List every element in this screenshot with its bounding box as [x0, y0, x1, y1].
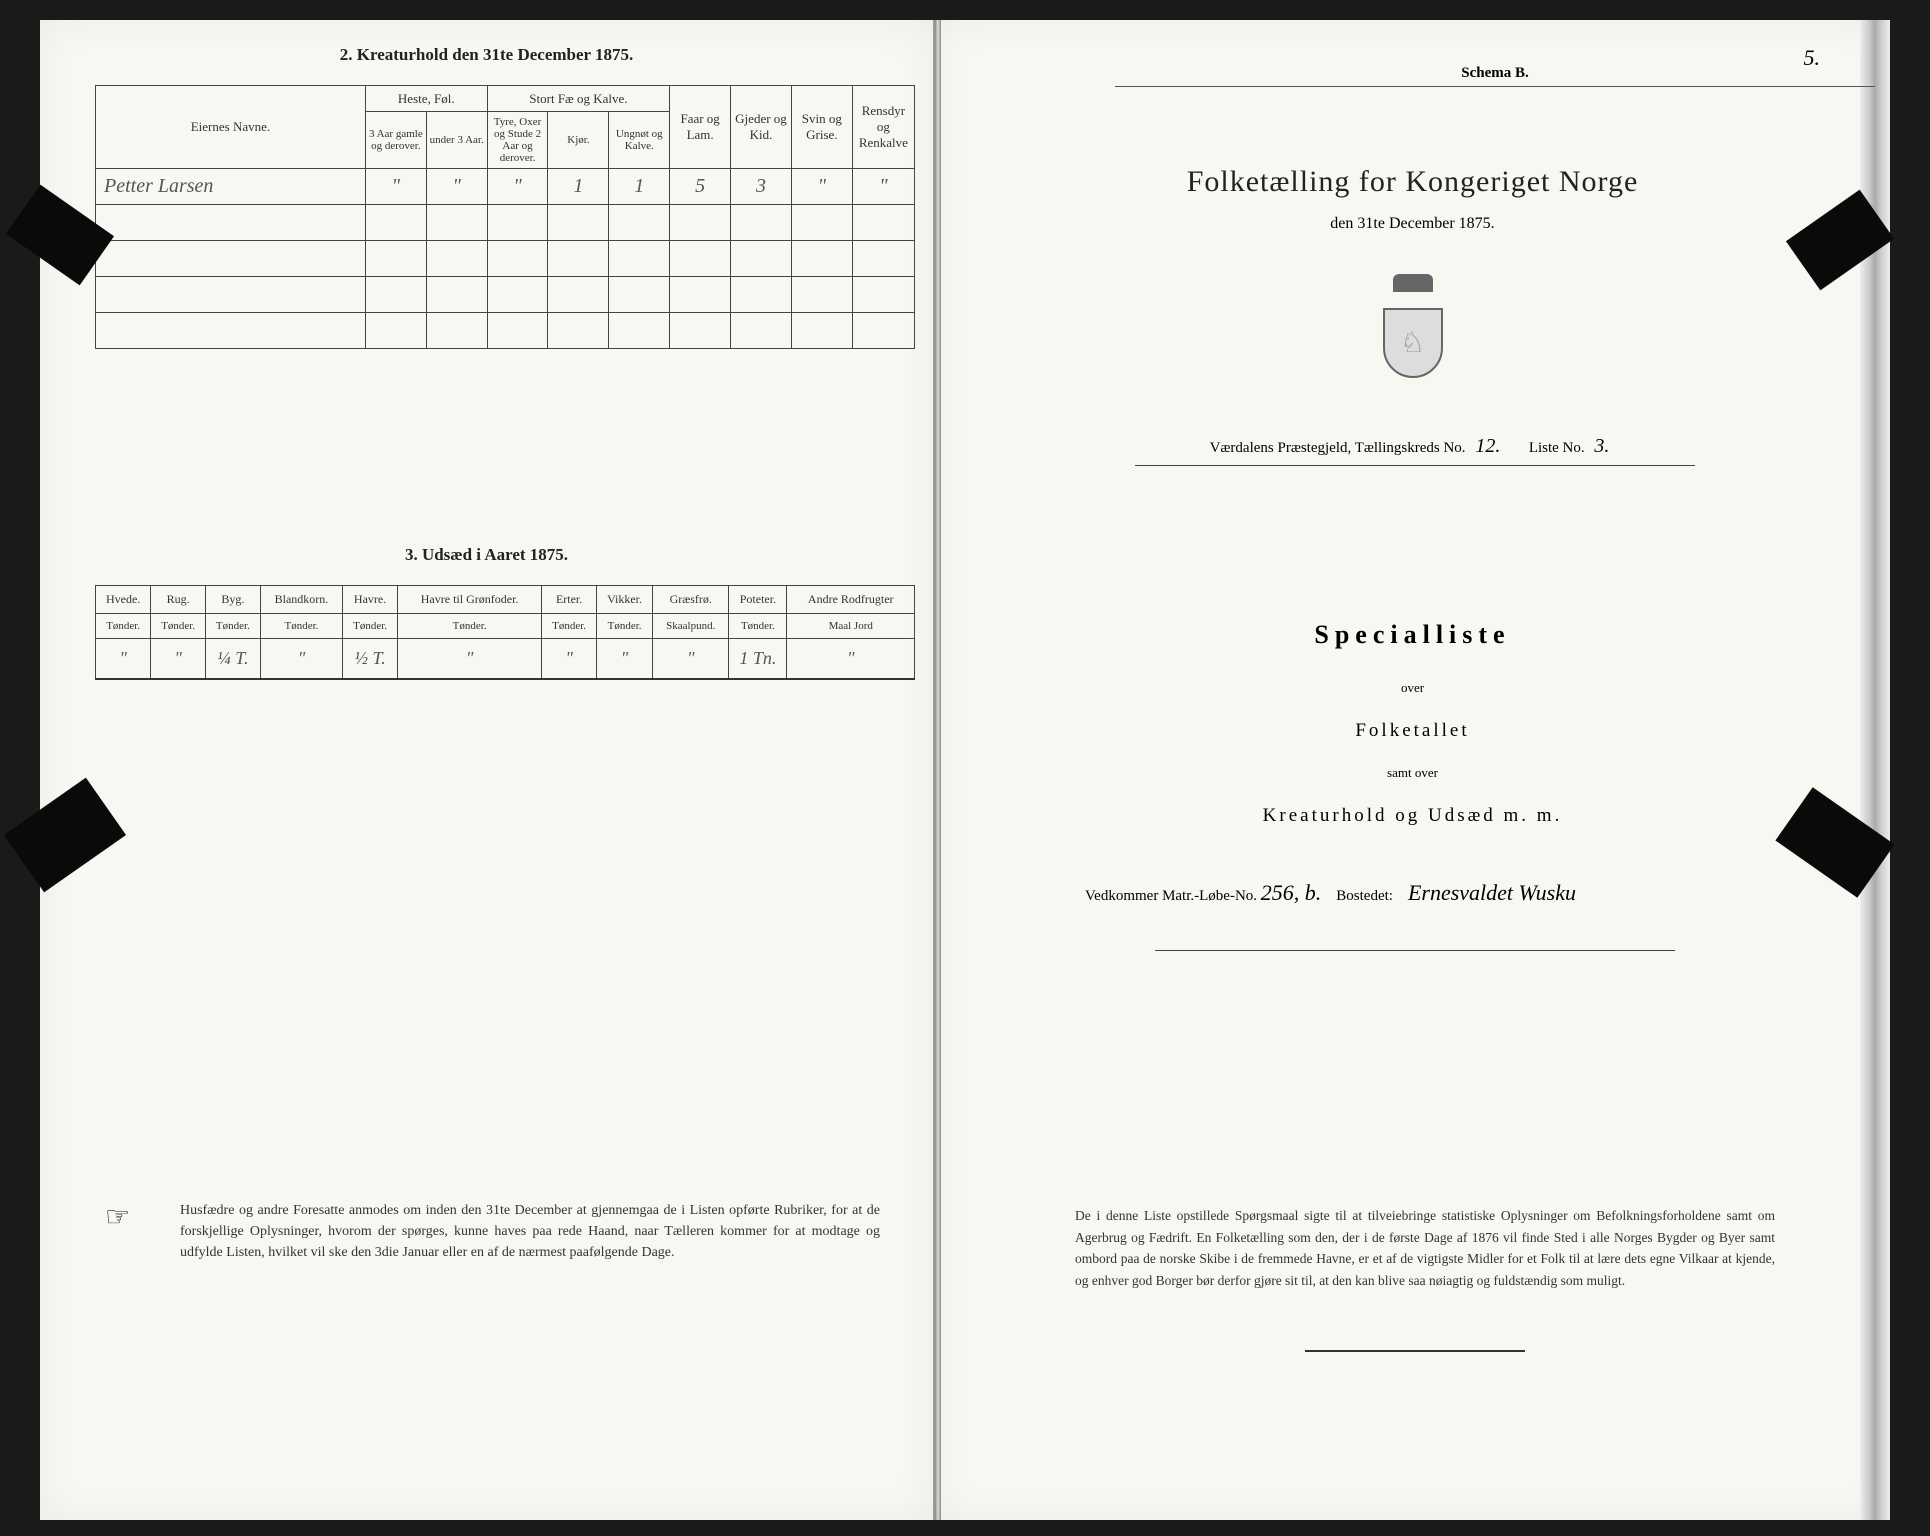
col-owner: Eiernes Navne. [96, 86, 366, 169]
matr-label: Vedkommer Matr.-Løbe-No. [1085, 888, 1257, 904]
col: Poteter. [729, 586, 787, 614]
col-heste-1: 3 Aar gamle og derover. [365, 112, 426, 169]
cell: " [653, 639, 729, 679]
district-prefix: Værdalens Præstegjeld, Tællingskreds No. [1210, 440, 1466, 456]
cell: " [426, 169, 487, 205]
census-title: Folketælling for Kongeriget Norge [935, 165, 1890, 199]
table-row [96, 205, 915, 241]
livestock-table: Eiernes Navne. Heste, Føl. Stort Fæ og K… [95, 85, 915, 349]
unit: Tønder. [96, 614, 151, 639]
cell: 3 [731, 169, 792, 205]
cell: 1 Tn. [729, 639, 787, 679]
unit: Tønder. [596, 614, 652, 639]
col: Erter. [542, 586, 597, 614]
table-row [96, 241, 915, 277]
coat-of-arms-icon: ♘ [1378, 270, 1448, 365]
col: Hvede. [96, 586, 151, 614]
cell: " [787, 639, 915, 679]
property-info: Vedkommer Matr.-Løbe-No. 256, b. Bostede… [1085, 880, 1785, 906]
col-faar: Faar og Lam. [670, 86, 731, 169]
seed-table: Hvede. Rug. Byg. Blandkorn. Havre. Havre… [95, 585, 915, 680]
cell: ¼ T. [206, 639, 261, 679]
census-date: den 31te December 1875. [935, 215, 1890, 233]
unit: Tønder. [397, 614, 541, 639]
cell: " [260, 639, 342, 679]
cell: 1 [609, 169, 670, 205]
table-row: Tønder. Tønder. Tønder. Tønder. Tønder. … [96, 614, 915, 639]
col: Byg. [206, 586, 261, 614]
col-gjeder: Gjeder og Kid. [731, 86, 792, 169]
liste-label: Liste No. [1529, 440, 1585, 456]
cell: 5 [670, 169, 731, 205]
over-label: over [935, 680, 1890, 696]
table-row: " " ¼ T. " ½ T. " " " " 1 Tn. " [96, 639, 915, 679]
book-spread: 2. Kreaturhold den 31te December 1875. E… [40, 20, 1890, 1520]
col: Vikker. [596, 586, 652, 614]
unit: Tønder. [729, 614, 787, 639]
col-heste-2: under 3 Aar. [426, 112, 487, 169]
table-row [96, 277, 915, 313]
liste-number: 3. [1594, 435, 1609, 457]
explanatory-paragraph: De i denne Liste opstillede Spørgsmaal s… [1075, 1205, 1775, 1291]
col-stort-2: Kjør. [548, 112, 609, 169]
samt-label: samt over [935, 765, 1890, 781]
right-page: Schema B. 5. Folketælling for Kongeriget… [935, 20, 1890, 1520]
cell: " [542, 639, 597, 679]
col: Rug. [151, 586, 206, 614]
cell: " [397, 639, 541, 679]
col-rensdyr: Rensdyr og Renkalve [852, 86, 914, 169]
table-row: Petter Larsen " " " 1 1 5 3 " " [96, 169, 915, 205]
pointing-hand-icon: ☞ [105, 1200, 130, 1234]
cell: " [596, 639, 652, 679]
bosted-label: Bostedet: [1336, 888, 1393, 904]
unit: Tønder. [260, 614, 342, 639]
unit: Tønder. [151, 614, 206, 639]
rule [1135, 465, 1695, 466]
unit: Tønder. [343, 614, 398, 639]
col-stort: Stort Fæ og Kalve. [487, 86, 670, 112]
cell: " [96, 639, 151, 679]
unit: Maal Jord [787, 614, 915, 639]
unit: Tønder. [206, 614, 261, 639]
matr-number: 256, b. [1261, 880, 1322, 905]
rule [1305, 1350, 1525, 1352]
cell: " [151, 639, 206, 679]
cell: " [487, 169, 548, 205]
specialliste-heading: Specialliste [935, 620, 1890, 650]
instruction-note: Husfædre og andre Foresatte anmodes om i… [180, 1200, 880, 1263]
kreds-number: 12. [1475, 435, 1500, 457]
cell: 1 [548, 169, 609, 205]
folketallet-heading: Folketallet [935, 720, 1890, 742]
col-stort-1: Tyre, Oxer og Stude 2 Aar og derover. [487, 112, 548, 169]
schema-label: Schema B. [1115, 65, 1875, 87]
col: Græsfrø. [653, 586, 729, 614]
kreaturhold-heading: Kreaturhold og Udsæd m. m. [935, 805, 1890, 827]
col-stort-3: Ungnøt og Kalve. [609, 112, 670, 169]
book-spine [935, 20, 941, 1520]
unit: Tønder. [542, 614, 597, 639]
col: Havre. [343, 586, 398, 614]
unit: Skaalpund. [653, 614, 729, 639]
left-page: 2. Kreaturhold den 31te December 1875. E… [40, 20, 935, 1520]
page-number: 5. [1804, 45, 1821, 71]
cell: " [852, 169, 914, 205]
table-row [96, 313, 915, 349]
cell: " [791, 169, 852, 205]
col-heste: Heste, Føl. [365, 86, 487, 112]
cell: ½ T. [343, 639, 398, 679]
section2-title: 2. Kreaturhold den 31te December 1875. [40, 45, 933, 65]
cell: " [365, 169, 426, 205]
col-svin: Svin og Grise. [791, 86, 852, 169]
section3-title: 3. Udsæd i Aaret 1875. [40, 545, 933, 565]
bosted-name: Ernesvaldet Wusku [1408, 880, 1576, 905]
col: Havre til Grønfoder. [397, 586, 541, 614]
district-info: Værdalens Præstegjeld, Tællingskreds No.… [935, 435, 1890, 458]
cell-owner: Petter Larsen [96, 169, 366, 205]
col: Blandkorn. [260, 586, 342, 614]
rule [1155, 950, 1675, 951]
col: Andre Rodfrugter [787, 586, 915, 614]
table-row: Hvede. Rug. Byg. Blandkorn. Havre. Havre… [96, 586, 915, 614]
